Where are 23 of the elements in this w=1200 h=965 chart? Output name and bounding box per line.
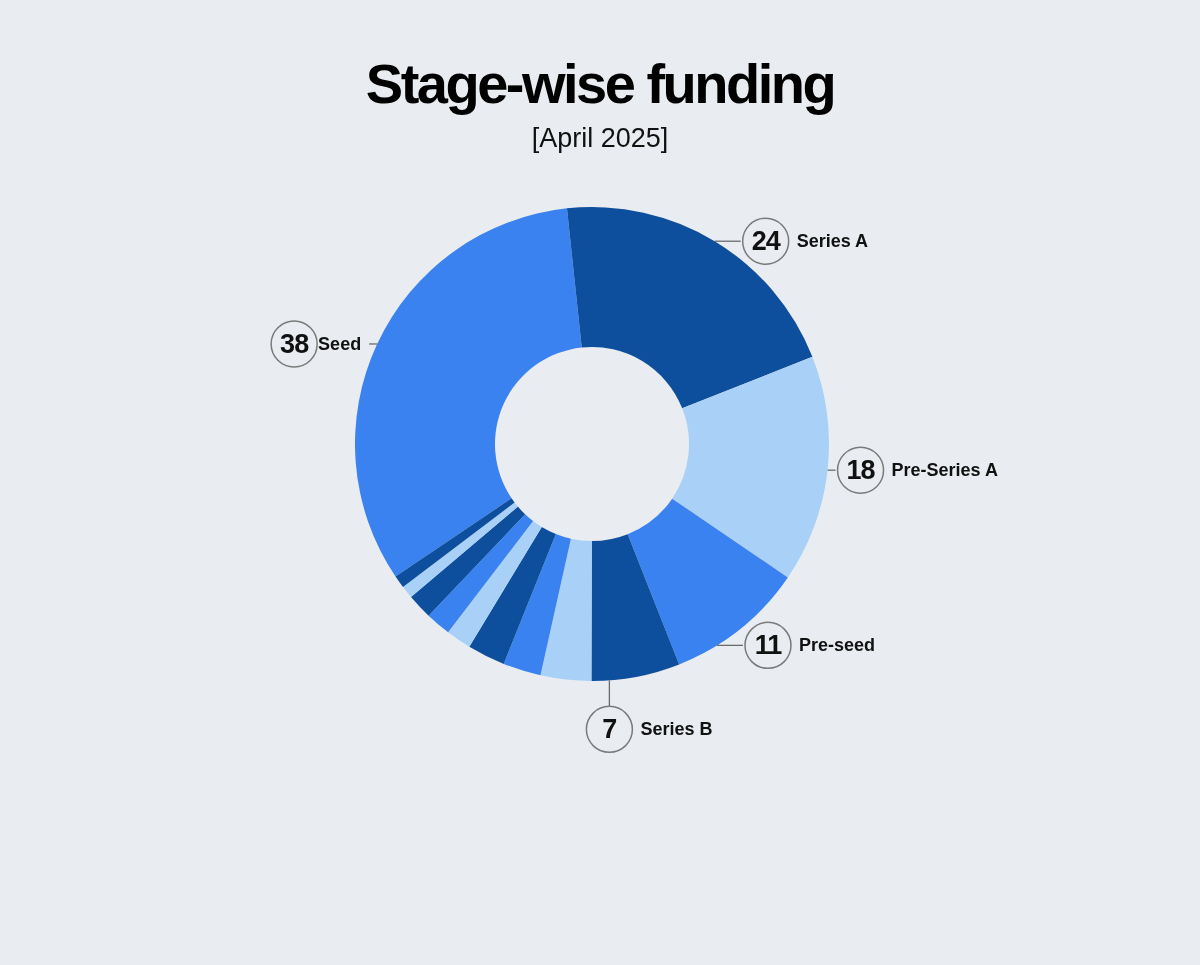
donut-slice xyxy=(503,534,571,676)
slice-label: Pre-seed xyxy=(798,635,876,656)
donut-slice xyxy=(469,526,556,664)
slice-label: Series A xyxy=(796,231,869,252)
donut-slice xyxy=(448,521,542,647)
donut-slice xyxy=(411,506,526,616)
chart-title: Stage-wise funding xyxy=(364,52,836,116)
data-label: 38 xyxy=(280,328,310,359)
donut-slice xyxy=(540,538,592,681)
data-label: 11 xyxy=(754,630,783,661)
data-label: 7 xyxy=(602,714,617,745)
donut-slice xyxy=(428,514,534,633)
donut-slice xyxy=(402,502,518,597)
donut-slice xyxy=(672,356,829,578)
slice-label: Seed xyxy=(318,333,362,354)
slice-label: Pre-Series A xyxy=(891,460,998,481)
donut-slice xyxy=(627,498,788,665)
data-label: 18 xyxy=(846,455,876,486)
slice-label: Series B xyxy=(640,719,713,740)
chart-subtitle: [April 2025] xyxy=(530,122,670,155)
donut-slice xyxy=(591,534,680,681)
donut-slice xyxy=(395,498,515,587)
data-label: 24 xyxy=(751,226,781,257)
